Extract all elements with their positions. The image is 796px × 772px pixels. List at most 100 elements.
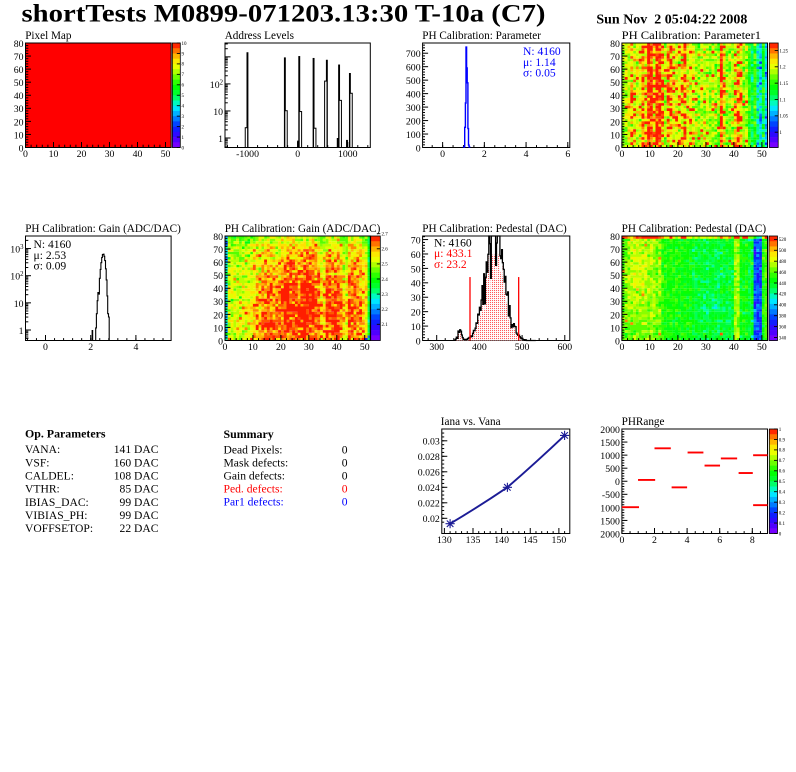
svg-text:2000: 2000 — [600, 425, 620, 436]
svg-text:CALDEL:: CALDEL: — [25, 470, 74, 483]
svg-text:0.8: 0.8 — [779, 449, 786, 454]
svg-text:160 DAC: 160 DAC — [114, 456, 159, 469]
svg-text:PHRange: PHRange — [622, 416, 665, 428]
svg-text:μ: 1.14: μ: 1.14 — [523, 56, 556, 69]
svg-text:80: 80 — [610, 39, 620, 50]
svg-text:102: 102 — [10, 271, 24, 283]
svg-text:10: 10 — [14, 130, 24, 141]
svg-text:600: 600 — [406, 63, 421, 74]
svg-text:0: 0 — [440, 149, 445, 160]
svg-text:70: 70 — [411, 235, 421, 246]
svg-text:103: 103 — [10, 244, 24, 256]
svg-text:20: 20 — [610, 310, 620, 321]
svg-text:1000: 1000 — [338, 149, 358, 160]
svg-text:300: 300 — [406, 103, 421, 114]
svg-text:700: 700 — [406, 49, 421, 60]
svg-text:60: 60 — [610, 65, 620, 76]
svg-text:480: 480 — [779, 260, 787, 265]
svg-text:400: 400 — [779, 304, 787, 309]
svg-text:1: 1 — [779, 131, 782, 136]
svg-text:0: 0 — [23, 149, 28, 160]
svg-text:0.024: 0.024 — [418, 483, 440, 494]
svg-text:400: 400 — [472, 342, 487, 353]
svg-text:200: 200 — [406, 116, 421, 127]
svg-text:10: 10 — [610, 130, 620, 141]
svg-text:140: 140 — [494, 535, 509, 546]
svg-text:30: 30 — [105, 149, 115, 160]
svg-text:10: 10 — [14, 299, 24, 310]
svg-text:20: 20 — [610, 117, 620, 128]
svg-text:150: 150 — [552, 535, 567, 546]
svg-text:0: 0 — [416, 143, 421, 154]
svg-text:Gain defects:: Gain defects: — [224, 470, 285, 483]
svg-text:6: 6 — [565, 149, 570, 160]
svg-text:60: 60 — [411, 250, 421, 261]
svg-text:Iana vs. Vana: Iana vs. Vana — [441, 416, 501, 428]
svg-text:1000: 1000 — [600, 503, 620, 514]
svg-text:460: 460 — [779, 271, 787, 276]
svg-text:σ: 23.2: σ: 23.2 — [434, 258, 467, 271]
svg-text:Op. Parameters: Op. Parameters — [25, 427, 106, 441]
svg-text:0.4: 0.4 — [779, 491, 786, 496]
svg-text:2.7: 2.7 — [382, 233, 389, 238]
svg-text:420: 420 — [779, 293, 787, 298]
svg-text:85 DAC: 85 DAC — [120, 483, 159, 496]
svg-text:0: 0 — [342, 444, 348, 457]
svg-text:70: 70 — [14, 52, 24, 63]
svg-text:50: 50 — [757, 149, 767, 160]
svg-text:0: 0 — [779, 532, 782, 537]
svg-text:500: 500 — [406, 76, 421, 87]
svg-text:2.1: 2.1 — [382, 323, 389, 328]
svg-text:N: 4160: N: 4160 — [34, 238, 72, 251]
svg-text:PH Calibration: Pedestal (DAC): PH Calibration: Pedestal (DAC) — [422, 223, 567, 235]
svg-text:70: 70 — [610, 245, 620, 256]
svg-text:0: 0 — [619, 149, 624, 160]
svg-text:30: 30 — [701, 342, 711, 353]
svg-text:60: 60 — [213, 258, 223, 269]
svg-text:340: 340 — [779, 336, 787, 341]
svg-text:10: 10 — [248, 342, 258, 353]
svg-text:σ: 0.05: σ: 0.05 — [523, 67, 556, 80]
svg-text:40: 40 — [14, 91, 24, 102]
svg-text:0.02: 0.02 — [423, 514, 440, 525]
svg-text:20: 20 — [673, 149, 683, 160]
svg-text:6: 6 — [182, 84, 185, 89]
svg-text:0.022: 0.022 — [418, 499, 440, 510]
svg-text:60: 60 — [14, 65, 24, 76]
svg-text:50: 50 — [213, 271, 223, 282]
svg-text:10: 10 — [213, 107, 223, 118]
svg-text:108 DAC: 108 DAC — [114, 470, 159, 483]
svg-text:0: 0 — [182, 146, 185, 151]
svg-text:Ped. defects:: Ped. defects: — [224, 483, 283, 496]
svg-text:500: 500 — [515, 342, 530, 353]
svg-text:50: 50 — [411, 264, 421, 275]
svg-text:0: 0 — [19, 143, 24, 154]
svg-text:VOFFSETOP:: VOFFSETOP: — [25, 522, 93, 535]
svg-text:1: 1 — [779, 428, 782, 433]
svg-text:80: 80 — [14, 39, 24, 50]
svg-text:1: 1 — [182, 136, 185, 141]
svg-text:40: 40 — [610, 91, 620, 102]
svg-text:PH Calibration: Gain (ADC/DAC): PH Calibration: Gain (ADC/DAC) — [225, 223, 381, 235]
svg-text:22 DAC: 22 DAC — [120, 522, 159, 535]
svg-text:30: 30 — [213, 297, 223, 308]
svg-text:500: 500 — [779, 249, 787, 254]
svg-text:0.026: 0.026 — [418, 468, 440, 479]
svg-text:0: 0 — [342, 483, 348, 496]
svg-text:0: 0 — [43, 342, 48, 353]
svg-text:0: 0 — [619, 342, 624, 353]
svg-text:0.2: 0.2 — [779, 511, 786, 516]
svg-text:-1000: -1000 — [236, 149, 259, 160]
svg-text:8: 8 — [750, 535, 755, 546]
svg-text:50: 50 — [14, 78, 24, 89]
svg-text:4: 4 — [133, 342, 138, 353]
svg-text:0.03: 0.03 — [423, 437, 440, 448]
svg-text:80: 80 — [610, 232, 620, 243]
svg-text:145: 145 — [523, 535, 538, 546]
svg-text:Address Levels: Address Levels — [225, 30, 294, 42]
svg-text:30: 30 — [304, 342, 314, 353]
svg-text:shortTests M0899-071203.13:30: shortTests M0899-071203.13:30 T-10a (C7) — [22, 0, 546, 28]
svg-text:VSF:: VSF: — [25, 456, 50, 469]
svg-text:20: 20 — [276, 342, 286, 353]
svg-text:0: 0 — [615, 477, 620, 488]
